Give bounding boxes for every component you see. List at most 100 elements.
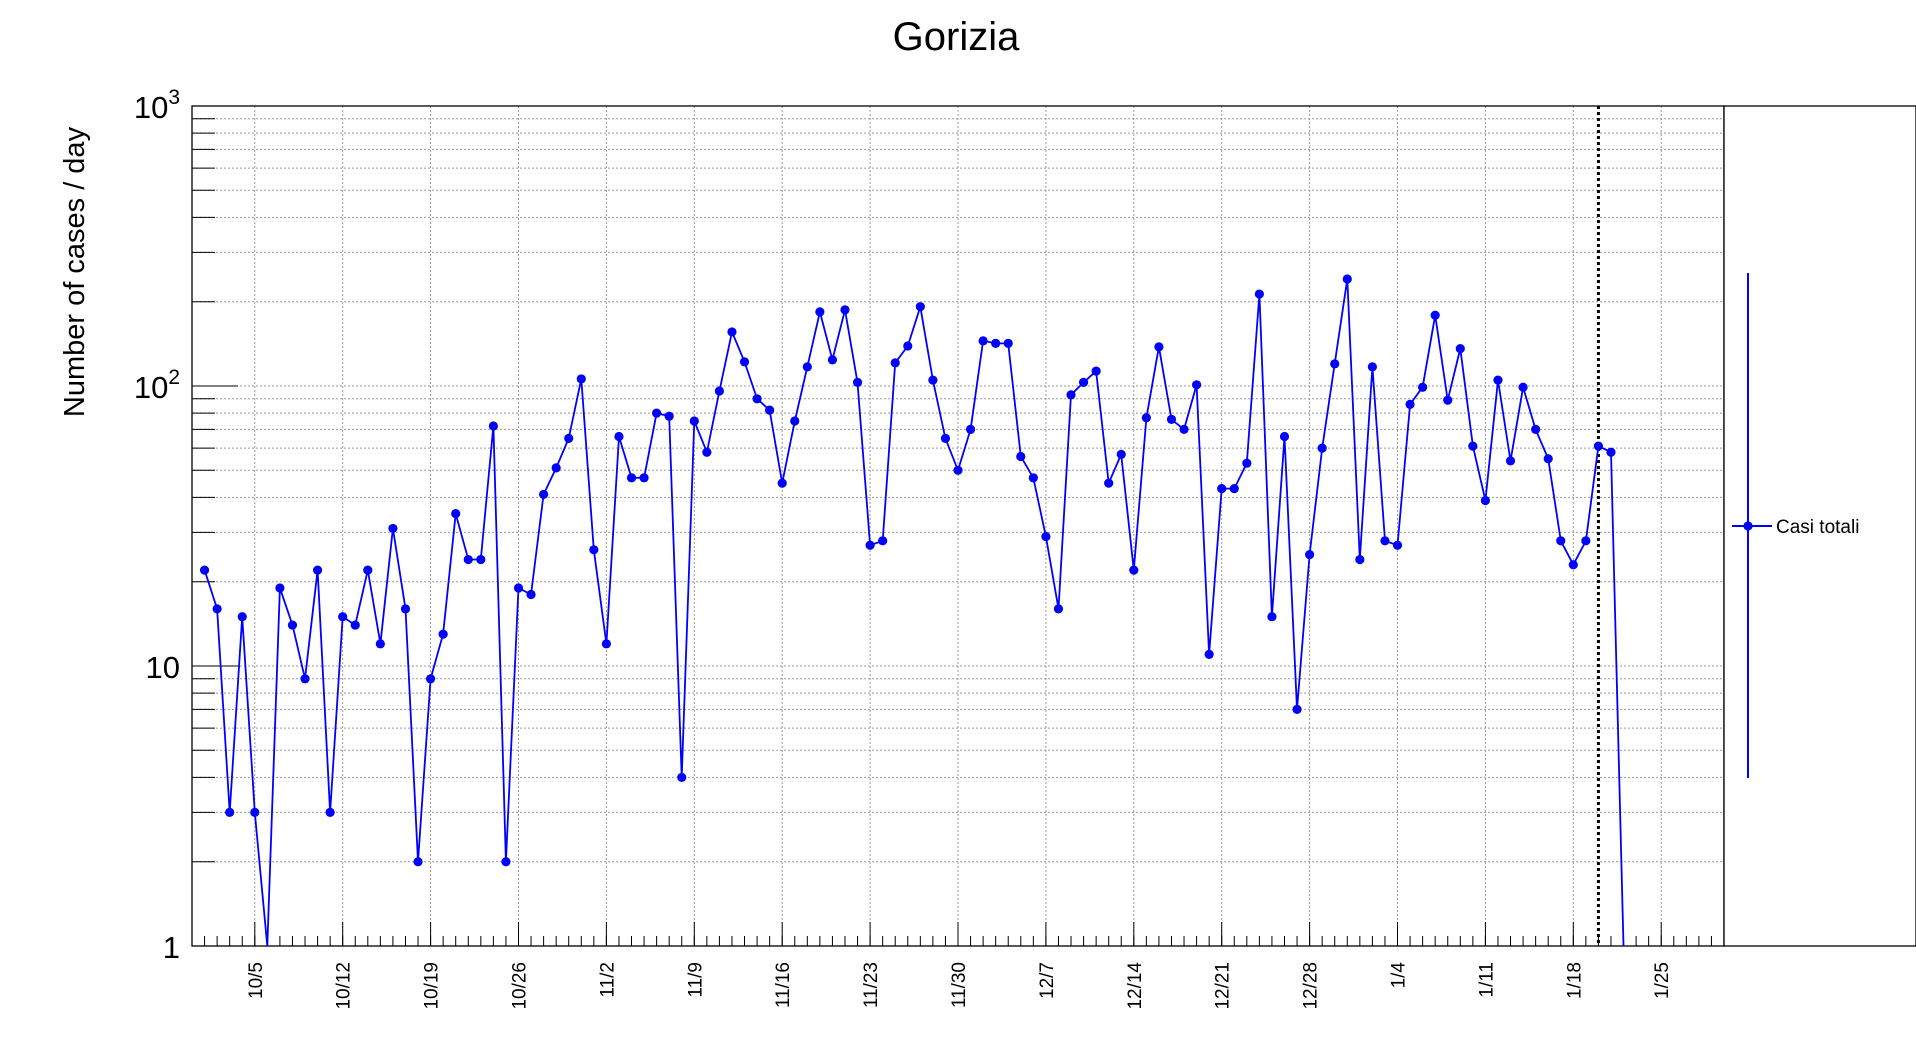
data-point	[1254, 289, 1264, 299]
data-point	[589, 545, 599, 555]
data-point	[965, 424, 976, 434]
data-point	[1330, 359, 1340, 369]
data-point	[890, 358, 900, 368]
data-point	[1217, 484, 1227, 494]
data-point	[601, 639, 611, 649]
data-point	[903, 341, 913, 351]
data-point	[388, 523, 398, 534]
data-point	[1505, 456, 1516, 466]
data-point	[1053, 604, 1064, 614]
data-point	[1480, 495, 1491, 506]
data-point	[915, 302, 925, 312]
data-point	[564, 433, 574, 443]
data-point	[1443, 395, 1453, 405]
data-point	[1342, 274, 1352, 284]
data-point	[212, 604, 222, 614]
data-point	[1191, 380, 1202, 390]
data-point	[1141, 413, 1151, 423]
legend-marker	[1743, 521, 1753, 531]
legend-label: Casi totali	[1776, 517, 1859, 538]
data-point	[275, 583, 285, 593]
data-point	[1380, 536, 1390, 546]
data-point	[539, 489, 549, 500]
data-point	[1129, 565, 1139, 575]
x-tick-label: 1/4	[1389, 962, 1410, 989]
data-point	[689, 416, 699, 426]
data-point	[300, 674, 310, 684]
data-point	[953, 465, 963, 475]
data-point	[1367, 362, 1377, 372]
y-tick-label: 1	[163, 930, 180, 965]
y-tick-label: 10	[146, 650, 180, 685]
data-point	[765, 405, 775, 415]
data-point	[827, 355, 838, 365]
x-tick-label: 11/30	[949, 962, 970, 1008]
data-point	[1116, 449, 1126, 459]
data-point	[614, 431, 624, 442]
y-tick-label: 102	[134, 366, 180, 405]
data-point	[1078, 377, 1089, 388]
data-point	[1392, 540, 1403, 550]
grid	[192, 106, 1724, 946]
x-tick-label: 10/12	[334, 962, 355, 1010]
data-point	[1430, 310, 1440, 320]
data-point	[1016, 451, 1026, 462]
data-point	[287, 620, 298, 630]
data-point	[1229, 484, 1239, 494]
data-point	[1593, 441, 1604, 451]
data-point	[1355, 554, 1365, 565]
y-tick-label: 103	[134, 86, 180, 125]
x-tick-label: 11/23	[861, 962, 882, 1008]
data-point	[1531, 424, 1541, 434]
data-point	[350, 620, 360, 630]
data-point	[1179, 424, 1189, 434]
data-point	[652, 408, 662, 418]
data-point	[790, 416, 800, 426]
data-point	[413, 857, 423, 867]
y-tick-labels: 1 10 102 103	[134, 86, 180, 965]
x-tick-label: 12/28	[1301, 962, 1322, 1010]
x-tick-label: 10/26	[509, 962, 530, 1010]
data-point	[363, 565, 373, 575]
data-point	[865, 540, 875, 550]
x-tick-label: 10/5	[246, 962, 267, 999]
data-point	[488, 421, 498, 431]
x-tick-label: 11/16	[773, 962, 794, 1008]
data-point	[1267, 612, 1277, 622]
data-point	[626, 473, 637, 483]
data-point	[250, 807, 260, 818]
data-point	[338, 612, 348, 622]
data-point	[1154, 342, 1164, 352]
data-point	[1104, 478, 1114, 488]
data-point	[1166, 414, 1177, 424]
data-point	[1003, 338, 1013, 348]
data-point	[1581, 536, 1591, 546]
data-point	[501, 857, 511, 867]
data-point	[1041, 531, 1051, 542]
data-point	[1568, 560, 1578, 570]
data-point	[1279, 431, 1290, 442]
data-point	[513, 583, 524, 593]
data-point	[1606, 447, 1616, 457]
data-point	[438, 629, 448, 639]
data-point	[777, 478, 787, 488]
data-point	[991, 338, 1001, 348]
data-point	[463, 554, 473, 565]
data-point	[325, 807, 335, 818]
data-point	[476, 554, 486, 565]
data-point	[852, 377, 863, 388]
data-point	[739, 357, 750, 367]
data-point	[714, 386, 725, 396]
data-point	[639, 473, 649, 483]
data-point	[878, 536, 888, 546]
data-point	[1028, 473, 1038, 483]
data-point	[1204, 649, 1214, 660]
data-point	[727, 327, 737, 337]
data-point	[237, 612, 247, 622]
data-point	[375, 639, 385, 649]
data-point	[677, 772, 687, 783]
data-point	[400, 604, 411, 614]
data-point	[1066, 390, 1076, 400]
data-point	[702, 447, 712, 457]
